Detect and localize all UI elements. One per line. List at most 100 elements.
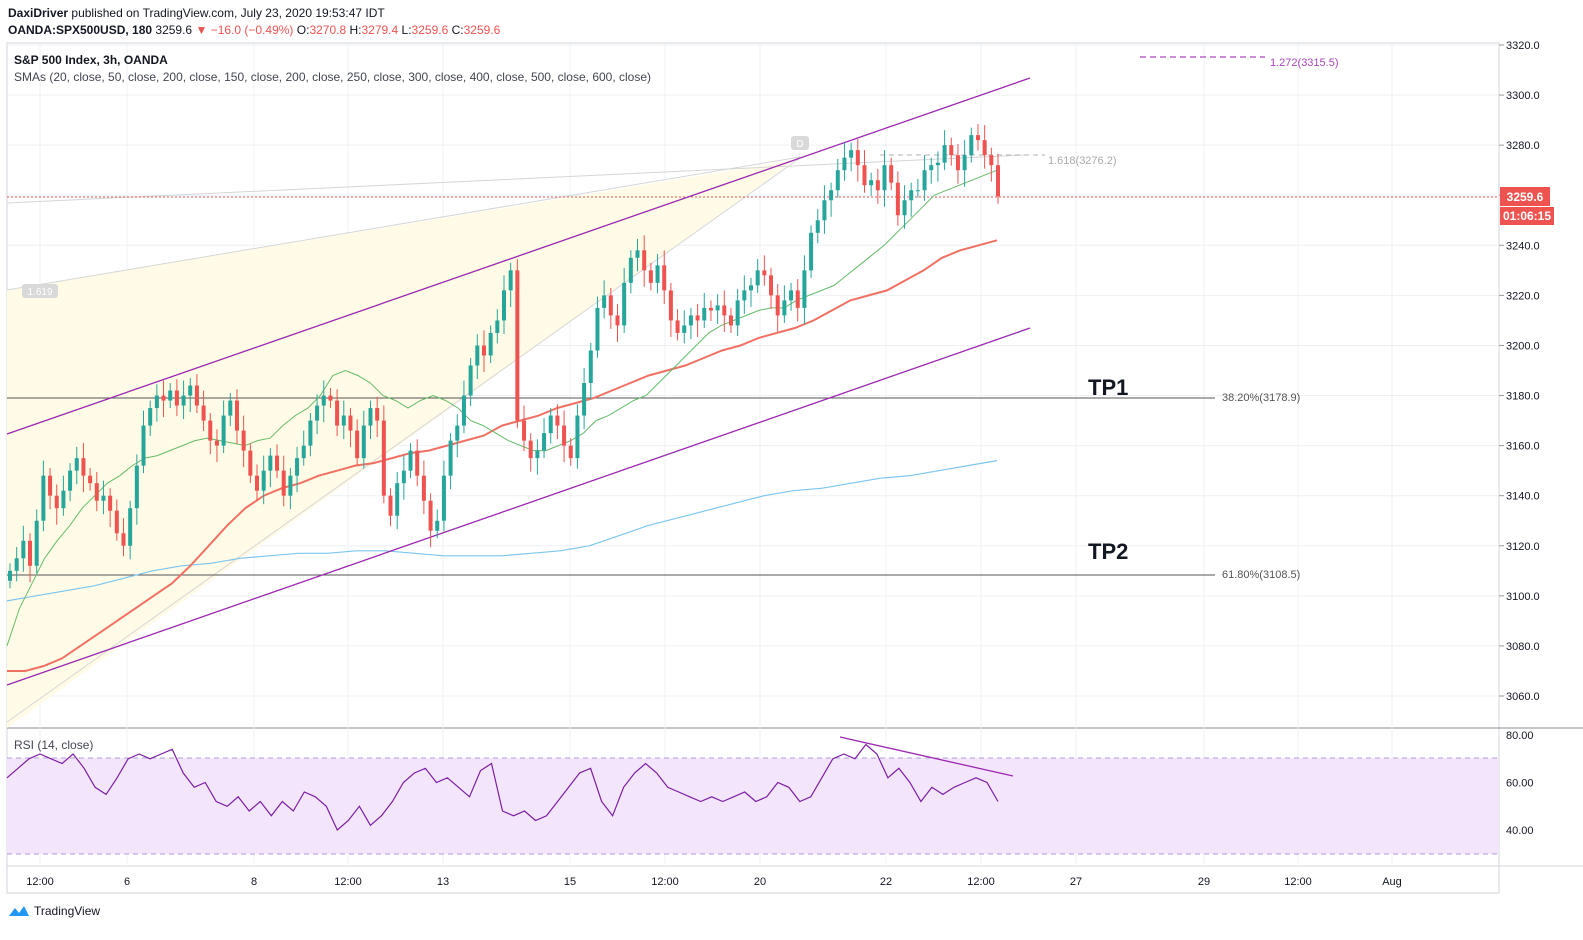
candle-body bbox=[555, 415, 560, 426]
candle-body bbox=[502, 290, 506, 321]
candle-body bbox=[68, 470, 73, 491]
price-tick-label: 3180.0 bbox=[1506, 391, 1540, 403]
candle-body bbox=[608, 295, 613, 316]
candle-body bbox=[401, 470, 406, 484]
candle-body bbox=[895, 182, 900, 216]
fib-1619-label: 1.619 bbox=[27, 287, 52, 298]
rsi-legend[interactable]: RSI (14, close) bbox=[14, 738, 94, 752]
candle-body bbox=[481, 345, 486, 356]
candle-body bbox=[194, 385, 199, 406]
channel-lower-line[interactable] bbox=[6, 327, 1031, 686]
time-tick-label: 8 bbox=[251, 876, 257, 888]
candle-body bbox=[188, 385, 193, 396]
candle-body bbox=[996, 165, 1000, 197]
sma-mid-line[interactable] bbox=[7, 239, 998, 672]
candle-body bbox=[942, 145, 947, 163]
candle-body bbox=[14, 558, 19, 571]
countdown-badge bbox=[1500, 207, 1554, 225]
price-tick-label: 3200.0 bbox=[1506, 340, 1540, 352]
candle-body bbox=[315, 405, 320, 421]
candle-body bbox=[949, 145, 954, 156]
symbol-label: OANDA:SPX500USD, 180 bbox=[8, 23, 153, 37]
open-label: O: bbox=[296, 23, 310, 37]
candle-body bbox=[154, 395, 159, 409]
candle-body bbox=[288, 475, 293, 496]
marker-d-label: D bbox=[796, 139, 803, 150]
candle-body bbox=[889, 165, 894, 183]
candle-body bbox=[228, 400, 233, 416]
candle-body bbox=[388, 495, 393, 516]
time-tick-label: 22 bbox=[880, 876, 892, 888]
candle-body bbox=[181, 395, 186, 406]
candle-body bbox=[989, 155, 994, 166]
candle-body bbox=[48, 475, 53, 496]
fib-618-label: 61.80%(3108.5) bbox=[1222, 569, 1300, 581]
candle-body bbox=[535, 450, 540, 459]
author-name[interactable]: DaxiDriver bbox=[8, 6, 69, 20]
candle-body bbox=[128, 508, 133, 546]
rsi-line[interactable] bbox=[6, 743, 999, 831]
time-axis[interactable]: 12:00 6 8 12:00 13 15 12:00 20 22 12:00 27 29 12:00 A… bbox=[26, 876, 1402, 888]
legend-title[interactable]: S&P 500 Index, 3h, OANDA bbox=[14, 53, 168, 67]
sma-long-line[interactable] bbox=[6, 460, 998, 602]
candle-body bbox=[94, 483, 99, 501]
candle-body bbox=[695, 315, 700, 321]
candle-body bbox=[969, 135, 974, 156]
candle-body bbox=[842, 157, 847, 171]
candle-body bbox=[415, 450, 420, 476]
tradingview-footer[interactable]: TradingView bbox=[8, 904, 100, 918]
candle-body bbox=[548, 415, 553, 434]
candle-body bbox=[441, 475, 446, 521]
candle-body bbox=[88, 475, 93, 484]
candle-body bbox=[982, 140, 987, 156]
time-tick-label: 12:00 bbox=[1284, 876, 1312, 888]
candle-body bbox=[909, 190, 914, 201]
candle-body bbox=[749, 285, 753, 291]
legend-smas[interactable]: SMAs (20, close, 50, close, 200, close, … bbox=[14, 70, 652, 84]
candle-body bbox=[455, 425, 460, 441]
tradingview-logo-icon bbox=[9, 906, 29, 916]
candle-body bbox=[395, 483, 400, 516]
candle-body bbox=[268, 455, 273, 471]
candle-body bbox=[321, 395, 326, 406]
time-tick-label: 12:00 bbox=[967, 876, 995, 888]
candle-body bbox=[929, 165, 934, 171]
price-tick-label: 3320.0 bbox=[1506, 40, 1540, 52]
candle-body bbox=[108, 495, 113, 511]
fib-fan-line-lower bbox=[6, 157, 801, 723]
candle-body bbox=[361, 425, 366, 459]
last-price: 3259.6 bbox=[155, 23, 193, 37]
candle-body bbox=[341, 415, 346, 426]
candle-body bbox=[575, 415, 580, 459]
candle-body bbox=[789, 290, 794, 301]
candle-body bbox=[802, 270, 807, 308]
candle-body bbox=[755, 270, 760, 286]
low-label: L: bbox=[401, 23, 412, 37]
channel-upper-line[interactable] bbox=[6, 77, 1031, 435]
current-price-badge bbox=[1500, 187, 1550, 206]
candle-body bbox=[882, 165, 887, 191]
candle-body bbox=[849, 150, 854, 158]
candle-body bbox=[148, 408, 153, 426]
price-tick-label: 3100.0 bbox=[1506, 591, 1540, 603]
candle-body bbox=[275, 455, 280, 471]
price-axis[interactable]: 3320.03300.03280.03260.03240.03220.03200… bbox=[1499, 40, 1540, 703]
candle-body bbox=[515, 270, 520, 421]
candle-body bbox=[542, 433, 547, 451]
candle-body bbox=[301, 445, 306, 459]
rsi-divergence-line[interactable] bbox=[839, 736, 1014, 777]
candle-body bbox=[28, 540, 33, 566]
candle-body bbox=[855, 150, 860, 166]
candle-body bbox=[722, 305, 727, 316]
candle-body bbox=[8, 570, 12, 581]
fib-fan-line-upper bbox=[6, 154, 1026, 204]
candle-body bbox=[528, 440, 533, 459]
candle-body bbox=[935, 162, 940, 166]
candle-body bbox=[375, 408, 380, 421]
candle-body bbox=[862, 165, 867, 186]
price-change: −16.0 (−0.49%) bbox=[210, 23, 294, 37]
sma-short-line[interactable] bbox=[6, 169, 998, 647]
time-tick-label: Aug bbox=[1382, 876, 1402, 888]
countdown-value: 01:06:15 bbox=[1503, 209, 1551, 223]
